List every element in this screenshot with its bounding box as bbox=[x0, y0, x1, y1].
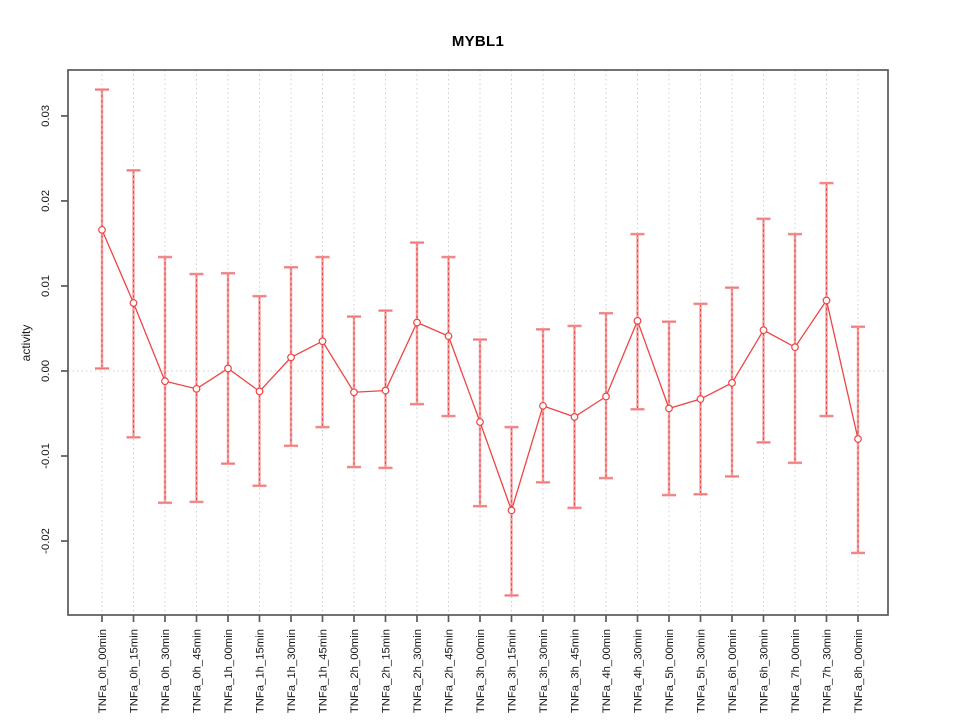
x-tick-label: TNFa_4h_30min bbox=[633, 629, 645, 713]
x-tick-label: TNFa_3h_00min bbox=[475, 629, 487, 713]
data-point bbox=[224, 364, 232, 373]
plot-border bbox=[67, 69, 889, 616]
y-tick-label: -0.01 bbox=[40, 443, 52, 469]
data-point bbox=[822, 296, 831, 305]
data-point bbox=[350, 388, 358, 397]
y-tick-label: 0.03 bbox=[40, 105, 52, 127]
data-point bbox=[728, 378, 736, 387]
x-tick-label: TNFa_3h_30min bbox=[538, 629, 550, 713]
data-point bbox=[192, 384, 201, 393]
x-tick-label: TNFa_0h_45min bbox=[192, 629, 204, 713]
data-point bbox=[696, 395, 705, 403]
data-point bbox=[570, 412, 579, 421]
data-point bbox=[539, 401, 547, 410]
x-tick-label: TNFa_3h_45min bbox=[570, 629, 582, 713]
x-tick-label: TNFa_0h_15min bbox=[129, 629, 141, 713]
data-point bbox=[633, 316, 642, 325]
x-tick-label: TNFa_1h_15min bbox=[255, 629, 267, 713]
x-tick-label: TNFa_0h_30min bbox=[160, 629, 172, 713]
data-point bbox=[255, 387, 264, 396]
x-tick-label: TNFa_1h_00min bbox=[223, 629, 235, 713]
x-tick-label: TNFa_3h_15min bbox=[507, 629, 519, 713]
data-point bbox=[129, 299, 138, 307]
chart-title: MYBL1 bbox=[451, 33, 505, 50]
data-point bbox=[161, 377, 169, 386]
x-tick-label: TNFa_2h_15min bbox=[381, 629, 393, 713]
x-tick-label: TNFa_0h_00min bbox=[97, 629, 109, 713]
y-tick-label: 0.00 bbox=[40, 360, 52, 382]
data-point bbox=[444, 332, 453, 341]
x-tick-label: TNFa_7h_00min bbox=[790, 629, 802, 713]
y-tick-label: 0.01 bbox=[40, 275, 52, 297]
data-point bbox=[507, 506, 516, 515]
data-point bbox=[602, 392, 610, 401]
x-tick-label: TNFa_6h_00min bbox=[727, 629, 739, 713]
x-tick-label: TNFa_6h_30min bbox=[759, 629, 771, 713]
data-point bbox=[759, 326, 768, 335]
data-point bbox=[791, 343, 799, 352]
data-point bbox=[287, 353, 295, 362]
data-point bbox=[318, 337, 327, 346]
data-point bbox=[665, 404, 673, 413]
data-point bbox=[476, 418, 484, 426]
x-tick-label: TNFa_7h_30min bbox=[822, 629, 834, 713]
y-tick-label: 0.02 bbox=[40, 190, 52, 212]
x-tick-label: TNFa_1h_45min bbox=[318, 629, 330, 713]
x-tick-label: TNFa_5h_30min bbox=[696, 629, 708, 713]
data-point bbox=[413, 318, 421, 327]
x-tick-label: TNFa_1h_30min bbox=[286, 629, 298, 713]
data-point bbox=[854, 435, 862, 443]
x-tick-label: TNFa_2h_45min bbox=[444, 629, 456, 713]
x-tick-label: TNFa_2h_30min bbox=[412, 629, 424, 713]
data-point bbox=[381, 386, 390, 395]
x-tick-label: TNFa_5h_00min bbox=[664, 629, 676, 713]
y-tick-label: -0.02 bbox=[40, 528, 52, 554]
x-tick-label: TNFa_8h_00min bbox=[853, 629, 865, 713]
x-tick-label: TNFa_4h_00min bbox=[601, 629, 613, 713]
x-tick-label: TNFa_2h_00min bbox=[349, 629, 361, 713]
data-point bbox=[98, 225, 106, 234]
